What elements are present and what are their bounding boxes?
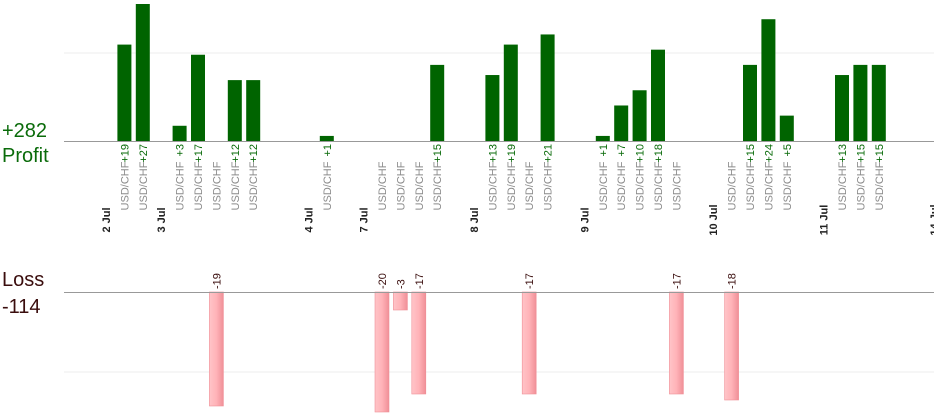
pair-label: USD/CHF (506, 161, 518, 210)
profit-bar (117, 44, 132, 142)
pair-label: USD/CHF (837, 161, 849, 210)
profit-value-label: +13 (837, 144, 849, 163)
profit-value-label: +19 (506, 144, 518, 163)
profit-value-label: +24 (763, 144, 775, 163)
profit-total: +282 (2, 120, 48, 142)
pair-label: USD/CHF (653, 161, 665, 210)
loss-bar (669, 291, 684, 395)
date-label: 2 Jul (101, 207, 113, 232)
profit-label: Profit (2, 145, 49, 167)
loss-value-label: -3 (395, 279, 407, 289)
loss-value-label: -19 (211, 273, 223, 289)
pair-label: USD/CHF (598, 161, 610, 210)
pair-label: USD/CHF (874, 161, 886, 210)
loss-bar (393, 291, 408, 311)
pair-label: USD/CHF (763, 161, 775, 210)
profit-value-label: +7 (616, 144, 628, 157)
pair-label: USD/CHF (635, 161, 647, 210)
profit-bar (632, 90, 647, 141)
pair-label: USD/CHF (138, 161, 150, 210)
loss-total: -114 (2, 296, 41, 318)
profit-value-label: +12 (248, 144, 260, 163)
profit-bar (319, 135, 334, 141)
loss-value-label: -20 (377, 273, 389, 289)
profit-bar (246, 80, 261, 141)
pair-label: USD/CHF (119, 161, 131, 210)
profit-bar (135, 4, 150, 141)
profit-value-label: +5 (782, 144, 794, 157)
date-label: 4 Jul (303, 207, 315, 232)
profit-value-label: +27 (138, 144, 150, 163)
pair-label: USD/CHF (782, 161, 794, 210)
profit-bar (503, 44, 518, 142)
pair-label: USD/CHF (193, 161, 205, 210)
pair-label: USD/CHF (616, 161, 628, 210)
profit-bar (485, 75, 500, 141)
profit-bar (191, 54, 205, 142)
loss-bar (209, 291, 224, 407)
pair-label: USD/CHF (745, 161, 757, 210)
loss-value-label: -18 (727, 273, 739, 289)
profit-bar (853, 64, 868, 141)
pair-label: USD/CHF (211, 161, 223, 210)
pair-label: USD/CHF (543, 161, 555, 210)
pair-label: USD/CHF (487, 161, 499, 210)
profit-bar (227, 80, 242, 141)
profit-bar (779, 115, 794, 141)
profit-value-label: +12 (230, 144, 242, 163)
date-label: 10 Jul (708, 204, 720, 235)
profit-bar (430, 64, 445, 141)
pair-label: USD/CHF (377, 161, 389, 210)
loss-bar (411, 291, 427, 395)
date-label: 11 Jul (819, 205, 831, 236)
pair-label: USD/CHF (524, 161, 536, 210)
date-label: 3 Jul (156, 207, 168, 232)
pair-label: USD/CHF (727, 161, 739, 210)
profit-bar (835, 75, 849, 141)
pair-label: USD/CHF (175, 161, 187, 210)
profit-value-label: +13 (487, 144, 499, 163)
pair-label: USD/CHF (322, 161, 334, 210)
profit-bar (540, 34, 555, 141)
profit-value-label: +15 (745, 144, 757, 163)
profit-bar (761, 19, 776, 141)
date-label: 7 Jul (359, 207, 371, 232)
date-label: 8 Jul (469, 207, 481, 232)
loss-bar (374, 291, 390, 413)
profit-value-label: +19 (119, 144, 131, 163)
profit-value-label: +1 (322, 144, 334, 157)
pair-label: USD/CHF (230, 161, 242, 210)
profit-value-label: +17 (193, 144, 205, 163)
profit-value-label: +15 (874, 144, 886, 163)
profit-bar (172, 125, 187, 141)
profit-value-label: +1 (598, 144, 610, 157)
pair-label: USD/CHF (671, 161, 683, 210)
profit-bar (614, 105, 629, 141)
pair-label: USD/CHF (248, 161, 260, 210)
profit-bar (651, 49, 665, 141)
profit-bar (743, 64, 757, 141)
pair-label: USD/CHF (395, 161, 407, 210)
profit-value-label: +3 (175, 144, 187, 157)
pair-label: USD/CHF (432, 161, 444, 210)
profit-bar (871, 64, 886, 141)
pair-label: USD/CHF (855, 161, 867, 210)
loss-label: Loss (2, 269, 45, 291)
profit-value-label: +18 (653, 144, 665, 163)
profit-value-label: +15 (432, 144, 444, 163)
loss-bar (724, 291, 739, 401)
date-label: 14 Jul (929, 204, 934, 235)
pair-label: USD/CHF (414, 161, 426, 210)
profit-value-label: +10 (635, 144, 647, 163)
loss-value-label: -17 (671, 273, 683, 289)
profit-value-label: +15 (855, 144, 867, 163)
profit-bar (595, 135, 610, 141)
loss-value-label: -17 (414, 273, 426, 289)
date-label: 9 Jul (579, 207, 591, 232)
loss-value-label: -17 (524, 273, 536, 289)
profit-value-label: +21 (543, 144, 555, 163)
loss-bar (521, 291, 537, 395)
